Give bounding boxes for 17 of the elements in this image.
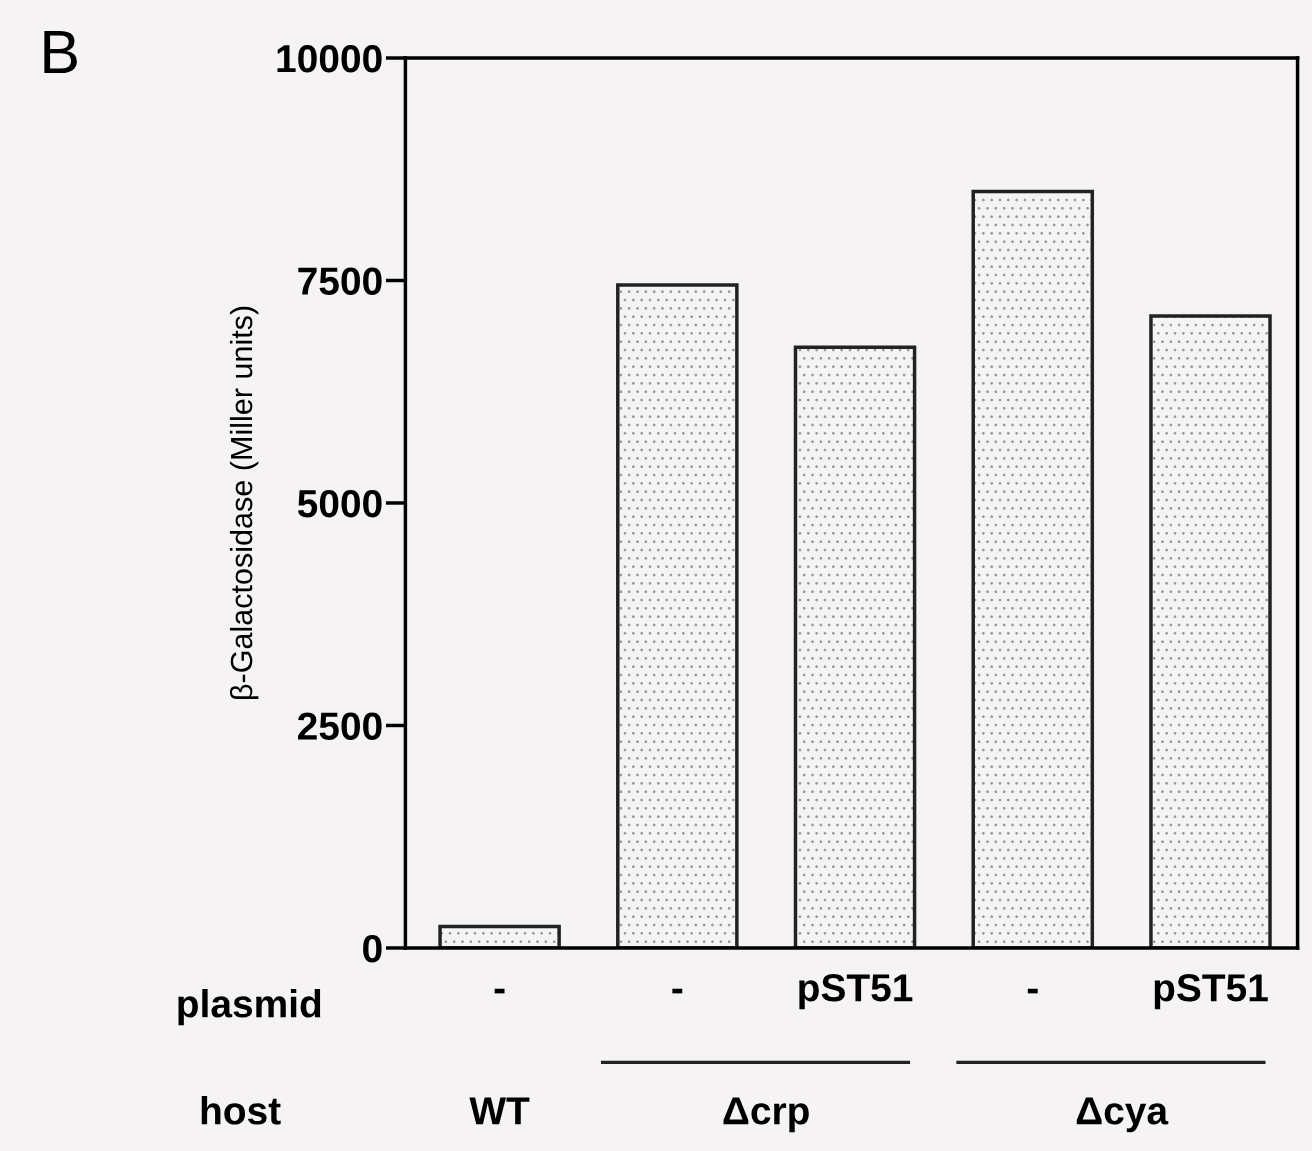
text: plasmid	[178, 989, 321, 1026]
x-tick-label: pST51	[1154, 973, 1268, 1010]
x-tick-label: -	[1027, 988, 1038, 994]
y-tick-label: 10000	[277, 44, 382, 73]
y-tick-label: 7500	[298, 267, 382, 295]
text: host	[201, 1096, 281, 1125]
y-tick-label: 5000	[297, 489, 382, 518]
x-tick-label: -	[672, 988, 683, 994]
x-tick-label: -	[494, 988, 505, 994]
text: WT	[469, 1097, 530, 1125]
text: Δcrp	[723, 1097, 809, 1133]
y-tick-label: 2500	[298, 712, 382, 740]
text: Δcya	[1076, 1097, 1169, 1133]
x-tick-label: pST51	[799, 973, 913, 1010]
y-axis-title: β-Galactosidase (Miller units)	[229, 306, 259, 699]
y-tick-label: 0	[363, 934, 382, 963]
text: B	[44, 31, 77, 74]
